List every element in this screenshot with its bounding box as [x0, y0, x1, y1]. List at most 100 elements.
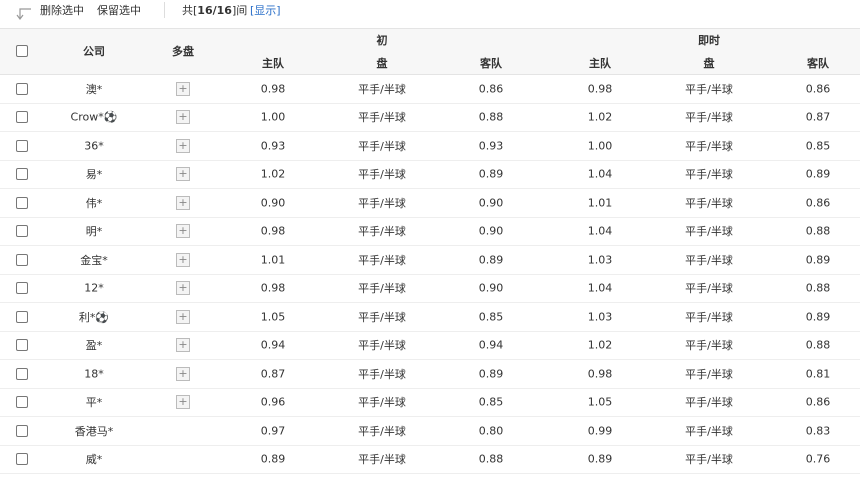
row-checkbox[interactable]: [16, 168, 28, 181]
row-divider: [0, 387, 860, 389]
init-odds: 平手/半球: [358, 367, 406, 381]
expand-button[interactable]: +: [176, 82, 190, 96]
init-odds: 0.90: [478, 196, 504, 210]
init-odds: 0.85: [478, 395, 504, 409]
row-divider: [0, 472, 860, 474]
expand-button[interactable]: +: [176, 366, 190, 381]
init-odds: 0.93: [260, 139, 286, 153]
row-checkbox[interactable]: [16, 367, 28, 380]
company: 盈*: [85, 339, 103, 353]
company: 威*: [85, 452, 103, 466]
init-odds: 1.02: [260, 167, 286, 181]
row-checkbox[interactable]: [16, 196, 28, 209]
expand-button[interactable]: +: [176, 338, 190, 353]
sub-header: 盘: [703, 57, 715, 70]
init-odds: 0.90: [478, 281, 504, 295]
row-checkbox[interactable]: [16, 225, 28, 238]
expand-button[interactable]: +: [176, 167, 190, 182]
sub-header: 盘: [376, 57, 388, 70]
init-odds: 平手/半球: [358, 396, 406, 410]
row-divider: [0, 216, 860, 218]
live-odds: 平手/半球: [685, 310, 733, 324]
company: 36*: [84, 139, 104, 153]
row-divider: [0, 131, 860, 133]
row-checkbox[interactable]: [16, 253, 28, 266]
live-odds: 1.02: [587, 110, 613, 124]
row-checkbox[interactable]: [16, 111, 28, 124]
expand-button[interactable]: +: [176, 281, 190, 296]
table-header: [0, 29, 860, 75]
delete-selected[interactable]: 删除选中: [40, 4, 84, 17]
live-odds: 平手/半球: [685, 452, 733, 466]
live-odds: 0.83: [805, 424, 831, 438]
init-odds: 0.90: [260, 196, 286, 210]
count: 共[16/16]间: [182, 2, 247, 18]
row-checkbox[interactable]: [16, 424, 28, 437]
live-odds: 平手/半球: [685, 196, 733, 210]
expand-button[interactable]: +: [176, 138, 190, 153]
row-checkbox[interactable]: [16, 452, 28, 465]
live-odds: 0.89: [805, 253, 831, 267]
init-odds: 平手/半球: [358, 139, 406, 153]
select-all-checkbox[interactable]: [16, 45, 28, 57]
toolbar: 删除选中 保留选中 共[16/16]间 [显示]: [0, 0, 860, 29]
init-odds: 0.94: [260, 338, 286, 352]
row-checkbox[interactable]: [16, 83, 28, 95]
expand-button[interactable]: +: [176, 309, 190, 324]
row-checkbox[interactable]: [16, 282, 28, 295]
live-odds: 0.86: [805, 196, 831, 210]
init-odds: 0.98: [260, 281, 286, 295]
init-odds: 平手/半球: [358, 168, 406, 182]
live-odds: 平手/半球: [685, 424, 733, 438]
init-odds: 0.98: [260, 82, 286, 96]
live-odds: 0.88: [805, 338, 831, 352]
live-odds: 0.89: [805, 167, 831, 181]
row-divider: [0, 245, 860, 247]
return-icon: [16, 8, 31, 20]
sub-header: 客队: [807, 57, 829, 70]
init-odds: 0.89: [478, 367, 504, 381]
live-odds: 平手/半球: [685, 83, 733, 96]
row-checkbox[interactable]: [16, 396, 28, 409]
company: Crow*⚽: [70, 110, 118, 124]
company: 12*: [84, 281, 104, 295]
live-odds: 平手/半球: [685, 253, 733, 267]
company: 平*: [85, 396, 103, 410]
init-odds: 平手/半球: [358, 225, 406, 239]
row-divider: [0, 188, 860, 190]
init-odds: 0.87: [260, 367, 286, 381]
live-odds: 0.89: [805, 310, 831, 324]
init-odds: 0.89: [260, 452, 286, 466]
live-odds: 1.04: [587, 224, 613, 238]
expand-button[interactable]: +: [176, 110, 190, 125]
show-link[interactable]: [显示]: [250, 4, 281, 17]
sub-header: 主队: [262, 57, 284, 70]
live-odds: 0.87: [805, 110, 831, 124]
row-checkbox[interactable]: [16, 339, 28, 352]
init-odds: 1.01: [260, 253, 286, 267]
init-odds: 0.88: [478, 452, 504, 466]
live-odds: 1.03: [587, 253, 613, 267]
row-checkbox[interactable]: [16, 310, 28, 323]
divider: [164, 2, 165, 18]
live-odds: 0.98: [587, 367, 613, 381]
expand-button[interactable]: +: [176, 252, 190, 267]
live-odds: 0.86: [805, 395, 831, 409]
company: 明*: [85, 225, 103, 239]
row-divider: [0, 103, 860, 104]
expand-button[interactable]: +: [176, 195, 190, 210]
init-odds: 平手/半球: [358, 424, 406, 438]
expand-button[interactable]: +: [176, 224, 190, 239]
live-odds: 平手/半球: [685, 367, 733, 381]
expand-button[interactable]: +: [176, 395, 190, 410]
row-checkbox[interactable]: [16, 139, 28, 152]
count-suffix: ]间: [231, 4, 248, 17]
count-prefix: 共[: [182, 4, 198, 17]
sub-header: 客队: [480, 57, 502, 70]
init-odds: 平手/半球: [358, 310, 406, 324]
company-header: 公司: [83, 45, 105, 58]
live-odds: 平手/半球: [685, 111, 733, 125]
live-odds: 0.86: [805, 82, 831, 96]
keep-selected[interactable]: 保留选中: [97, 4, 141, 17]
